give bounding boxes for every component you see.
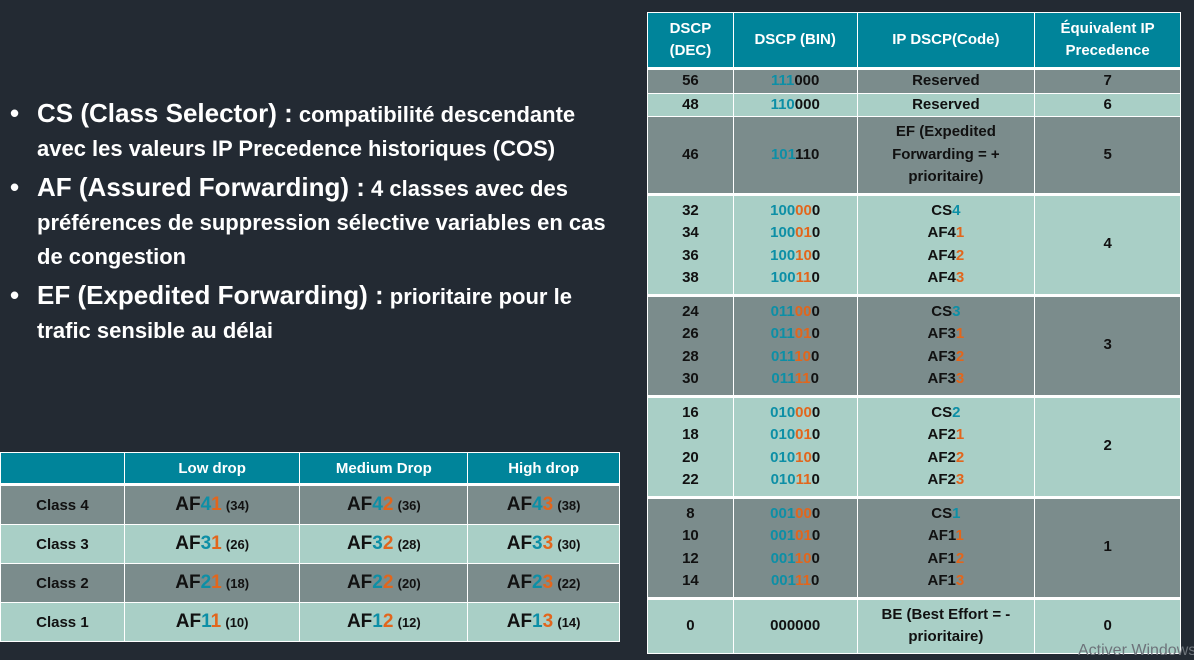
- dscp-code-list: CS3 AF31 AF32 AF33: [856, 293, 1036, 397]
- bullet-text: 4 classes avec des préférences de suppre…: [37, 176, 606, 269]
- dscp-bin-list: 010000 010010 010100 010110: [732, 394, 858, 498]
- table-row-group-3: 24 26 28 30 011000 011010 011100 011110 …: [647, 293, 1181, 397]
- af-cell: AF42 (36): [299, 483, 469, 525]
- bullet-cs: • CS (Class Selector) : compatibilité de…: [10, 98, 610, 167]
- dscp-dec-list: 8 10 12 14: [647, 495, 734, 599]
- header-ip-precedence: Équivalent IP Precedence: [1034, 12, 1181, 69]
- af-cell: AF23 (22): [467, 563, 620, 603]
- dscp-dec: 48: [647, 92, 734, 117]
- bullet-ef: • EF (Expedited Forwarding) : prioritair…: [10, 280, 610, 349]
- table-row: Class 1 AF11 (10) AF12 (12) AF13 (14): [0, 602, 620, 642]
- dscp-code: EF (Expedited Forwarding = + prioritaire…: [856, 116, 1036, 195]
- dscp-precedence: 5: [1034, 116, 1181, 195]
- bullet-title: AF (Assured Forwarding) :: [37, 172, 365, 202]
- dscp-precedence: 2: [1034, 394, 1181, 498]
- dscp-code: Reserved: [856, 67, 1036, 94]
- dscp-code: BE (Best Effort = - prioritaire): [856, 596, 1036, 654]
- table-row: 56 111000 Reserved 7: [647, 67, 1181, 94]
- table-row: Class 3 AF31 (26) AF32 (28) AF33 (30): [0, 524, 620, 564]
- dscp-table: DSCP (DEC) DSCP (BIN) IP DSCP(Code) Équi…: [647, 12, 1181, 654]
- dscp-bin-list: 011000 011010 011100 011110: [732, 293, 858, 397]
- bullet-dot-icon: •: [10, 172, 20, 202]
- af-cell: AF41 (34): [123, 483, 301, 525]
- dscp-code-list: CS4 AF41 AF42 AF43: [856, 192, 1036, 296]
- activation-watermark: Activer Windows: [1078, 642, 1194, 659]
- table-row: 0 000000 BE (Best Effort = - prioritaire…: [647, 596, 1181, 654]
- bullet-af: • AF (Assured Forwarding) : 4 classes av…: [10, 172, 610, 275]
- dscp-precedence: 4: [1034, 192, 1181, 296]
- dscp-precedence: 0: [1034, 596, 1181, 654]
- table-row-group-2: 16 18 20 22 010000 010010 010100 010110 …: [647, 394, 1181, 498]
- header-dscp-dec: DSCP (DEC): [647, 12, 734, 69]
- dscp-code: Reserved: [856, 92, 1036, 117]
- bullet-dot-icon: •: [10, 280, 20, 310]
- dscp-precedence: 7: [1034, 67, 1181, 94]
- bullet-title: CS (Class Selector) :: [37, 98, 293, 128]
- af-cell: AF11 (10): [123, 602, 301, 642]
- class-label: Class 1: [0, 602, 125, 642]
- table-row-group-1: 8 10 12 14 001000 001010 001100 001110 C…: [647, 495, 1181, 599]
- bullet-text: prioritaire pour le trafic sensible au d…: [37, 284, 572, 343]
- dscp-dec-list: 32 34 36 38: [647, 192, 734, 296]
- dscp-bin: 000000: [732, 596, 858, 654]
- dscp-dec: 56: [647, 67, 734, 94]
- header-ip-dscp-code: IP DSCP(Code): [856, 12, 1036, 69]
- dscp-code-list: CS2 AF21 AF22 AF23: [856, 394, 1036, 498]
- class-label: Class 4: [0, 483, 125, 525]
- dscp-bin: 110000: [732, 92, 858, 117]
- table-row-group-4: 32 34 36 38 100000 100010 100100 100110 …: [647, 192, 1181, 296]
- af-cell: AF32 (28): [299, 524, 469, 564]
- class-label: Class 3: [0, 524, 125, 564]
- af-cell: AF31 (26): [123, 524, 301, 564]
- table-row: Class 4 AF41 (34) AF42 (36) AF43 (38): [0, 483, 620, 525]
- af-cell: AF33 (30): [467, 524, 620, 564]
- af-cell: AF12 (12): [299, 602, 469, 642]
- table-row: 46 101110 EF (Expedited Forwarding = + p…: [647, 116, 1181, 195]
- dscp-precedence: 1: [1034, 495, 1181, 599]
- dscp-bin: 111000: [732, 67, 858, 94]
- table-row: 48 110000 Reserved 6: [647, 92, 1181, 117]
- dscp-bin: 101110: [732, 116, 858, 195]
- dscp-dec-list: 24 26 28 30: [647, 293, 734, 397]
- dscp-header-row: DSCP (DEC) DSCP (BIN) IP DSCP(Code) Équi…: [647, 12, 1181, 69]
- bullet-title: EF (Expedited Forwarding) :: [37, 280, 384, 310]
- dscp-code-list: CS1 AF11 AF12 AF13: [856, 495, 1036, 599]
- header-low-drop: Low drop: [123, 452, 301, 485]
- header-dscp-bin: DSCP (BIN): [732, 12, 858, 69]
- dscp-dec-list: 16 18 20 22: [647, 394, 734, 498]
- af-cell: AF13 (14): [467, 602, 620, 642]
- dscp-bin-list: 100000 100010 100100 100110: [732, 192, 858, 296]
- af-cell: AF43 (38): [467, 483, 620, 525]
- dscp-precedence: 6: [1034, 92, 1181, 117]
- dscp-bin-list: 001000 001010 001100 001110: [732, 495, 858, 599]
- class-label: Class 2: [0, 563, 125, 603]
- dscp-dec: 46: [647, 116, 734, 195]
- bullet-dot-icon: •: [10, 98, 20, 128]
- header-high-drop: High drop: [467, 452, 620, 485]
- dscp-dec: 0: [647, 596, 734, 654]
- table-row: Class 2 AF21 (18) AF22 (20) AF23 (22): [0, 563, 620, 603]
- af-classes-table: Low drop Medium Drop High drop Class 4 A…: [0, 452, 620, 642]
- dscp-precedence: 3: [1034, 293, 1181, 397]
- bullet-list: • CS (Class Selector) : compatibilité de…: [10, 98, 610, 354]
- header-medium-drop: Medium Drop: [299, 452, 469, 485]
- af-cell: AF22 (20): [299, 563, 469, 603]
- header-empty: [0, 452, 125, 485]
- af-cell: AF21 (18): [123, 563, 301, 603]
- bullet-text: compatibilité descendante avec les valeu…: [37, 102, 576, 161]
- af-header-row: Low drop Medium Drop High drop: [0, 452, 620, 485]
